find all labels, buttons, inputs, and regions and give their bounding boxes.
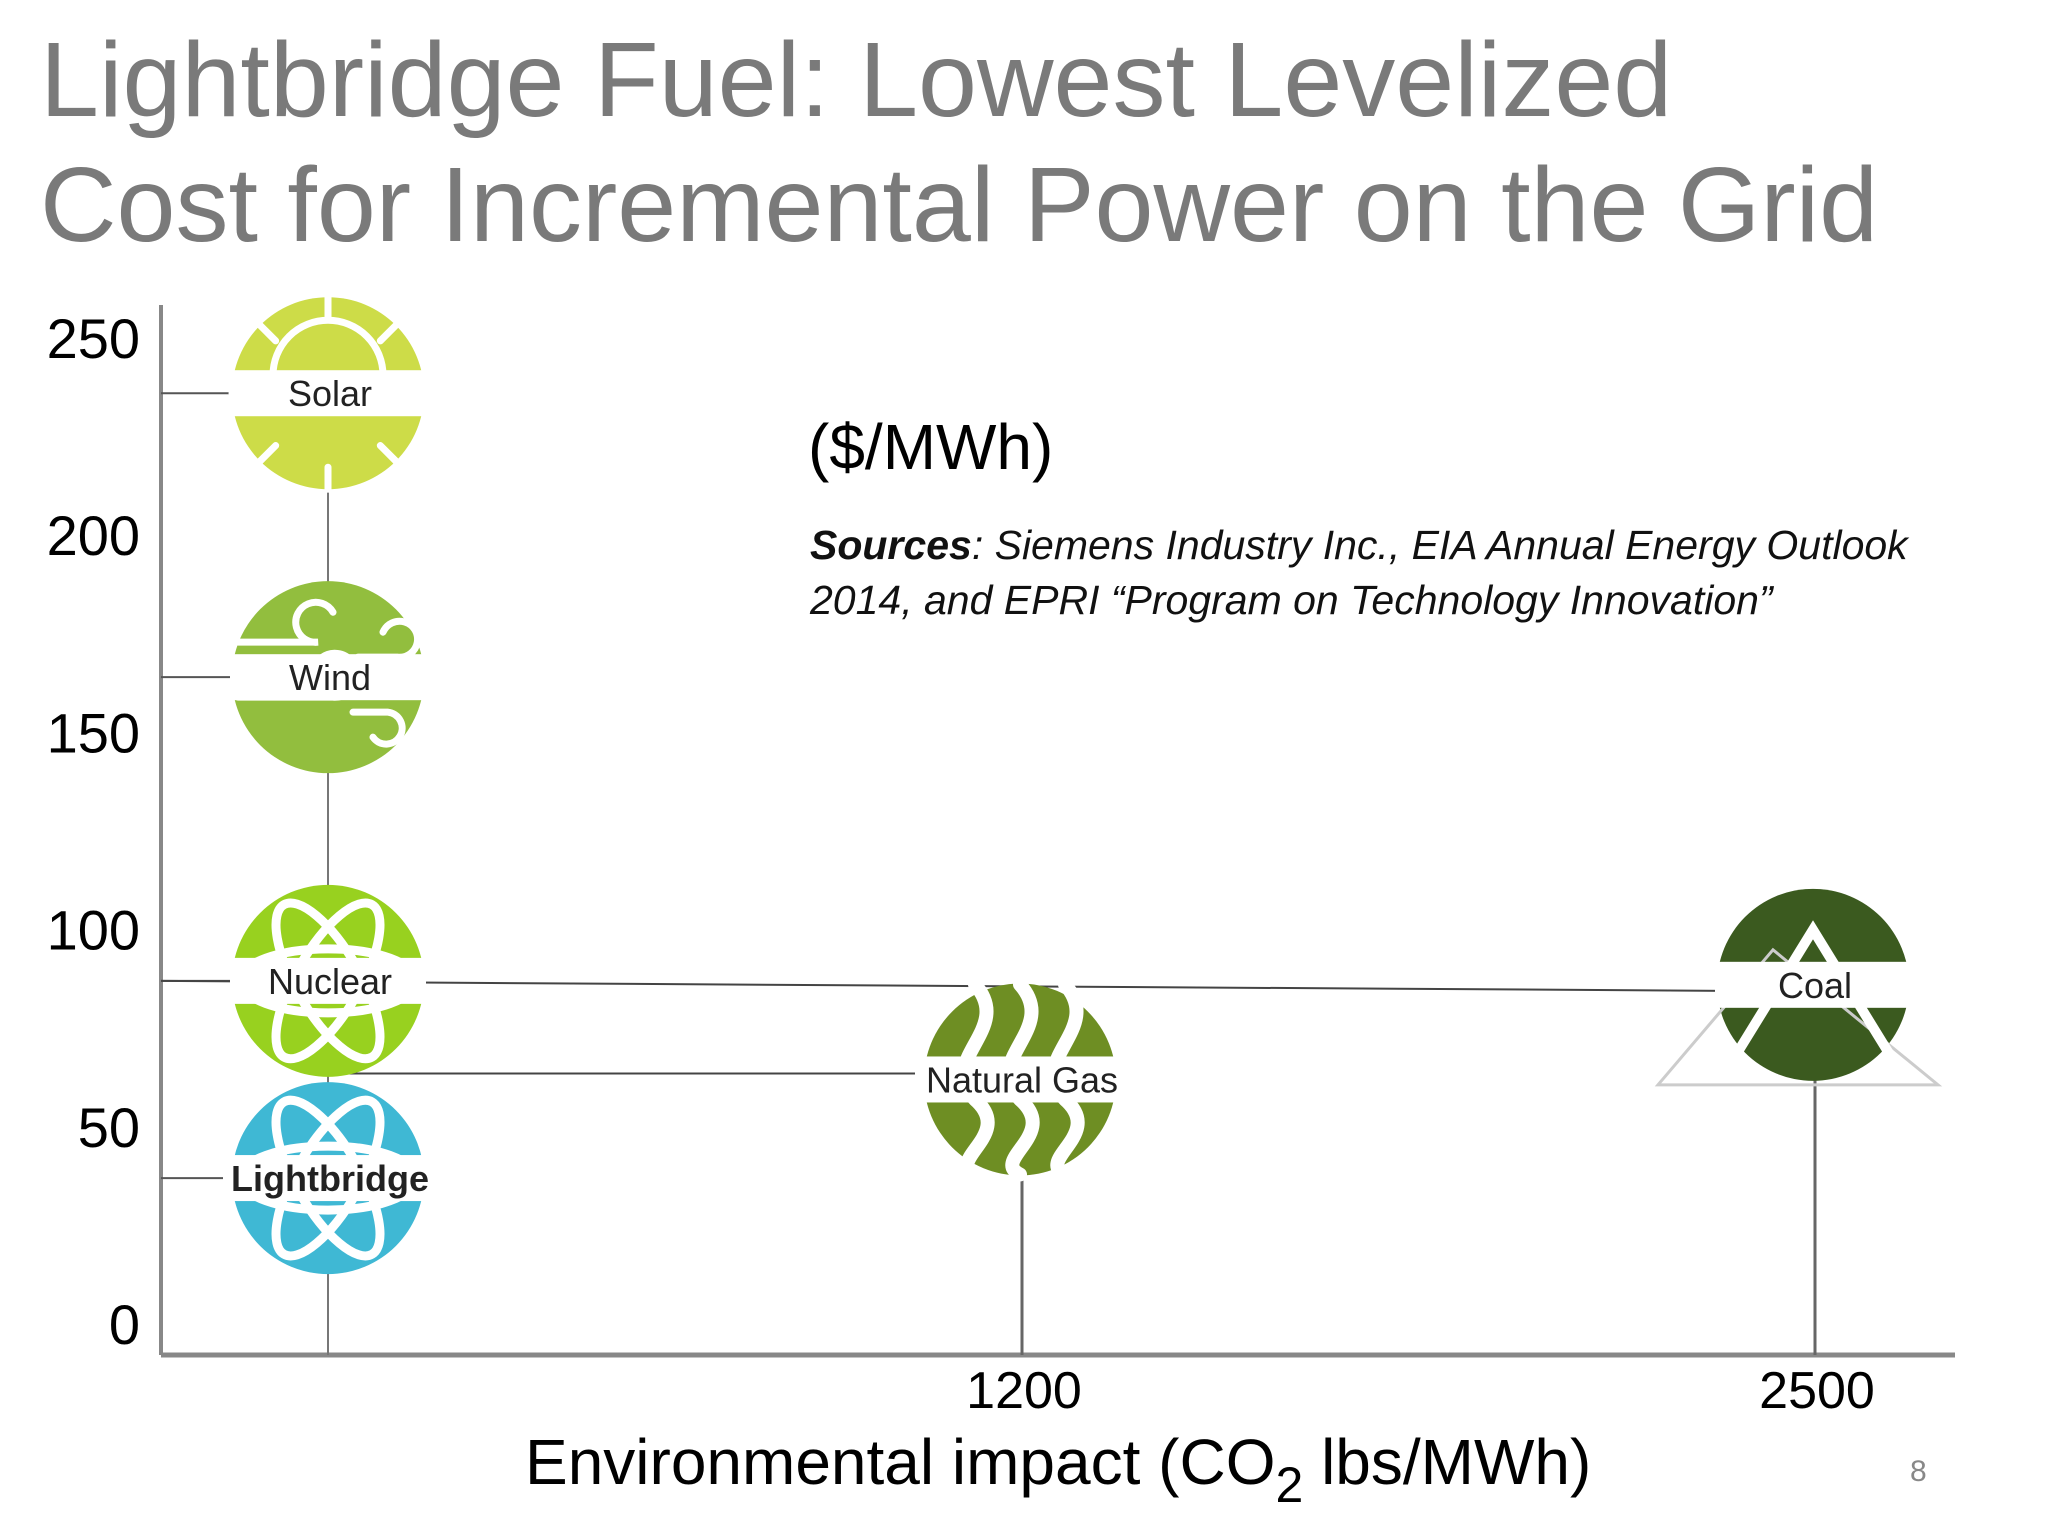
point-label: Lightbridge — [231, 1158, 429, 1199]
point-label: Solar — [288, 373, 372, 414]
x-axis-label-subscript: 2 — [1275, 1457, 1304, 1513]
nuclear-marker: Nuclear — [230, 884, 426, 1077]
label-band — [230, 370, 426, 417]
point-label: Wind — [289, 657, 371, 698]
x-tick-label: 2500 — [1759, 1362, 1875, 1420]
x-axis-label-pre: Environmental impact (CO — [525, 1426, 1276, 1498]
wind-marker: Wind — [230, 581, 426, 774]
x-axis-label: Environmental impact (CO2 lbs/MWh) — [525, 1425, 1592, 1513]
point-label: Nuclear — [268, 961, 392, 1002]
point-label: Coal — [1778, 965, 1852, 1006]
label-band — [230, 654, 426, 701]
sources-label: Sources — [810, 522, 972, 568]
slide-title: Lightbridge Fuel: Lowest Levelized Cost … — [40, 18, 2030, 268]
y-unit-label: ($/MWh) — [808, 411, 1054, 483]
label-band — [230, 957, 426, 1004]
natural-gas-marker: Natural Gas — [915, 977, 1125, 1182]
label-band — [915, 1056, 1125, 1103]
y-tick-label: 100 — [47, 899, 140, 962]
y-tick-label: 150 — [47, 701, 140, 764]
sources-text: : Siemens Industry Inc., EIA Annual Ener… — [810, 522, 1908, 623]
x-tick-label: 1200 — [966, 1362, 1082, 1420]
y-tick-label: 50 — [78, 1096, 140, 1159]
label-band — [223, 1155, 433, 1202]
y-tick-label: 250 — [47, 307, 140, 370]
point-label: Natural Gas — [926, 1059, 1118, 1100]
slide-title-line-2: Cost for Incremental Power on the Grid — [40, 146, 1879, 264]
lightbridge-marker: Lightbridge — [223, 1082, 433, 1275]
page-number: 8 — [1910, 1455, 1927, 1488]
label-band — [1715, 961, 1911, 1008]
solar-marker: Solar — [228, 293, 428, 493]
slide-title-line-1: Lightbridge Fuel: Lowest Levelized — [40, 21, 1673, 139]
sources-note: Sources: Siemens Industry Inc., EIA Annu… — [810, 518, 1940, 628]
y-tick-label: 0 — [109, 1293, 140, 1356]
coal-marker: Coal — [1654, 888, 1943, 1087]
y-tick-label: 200 — [47, 504, 140, 567]
x-axis-label-post: lbs/MWh) — [1303, 1426, 1592, 1498]
